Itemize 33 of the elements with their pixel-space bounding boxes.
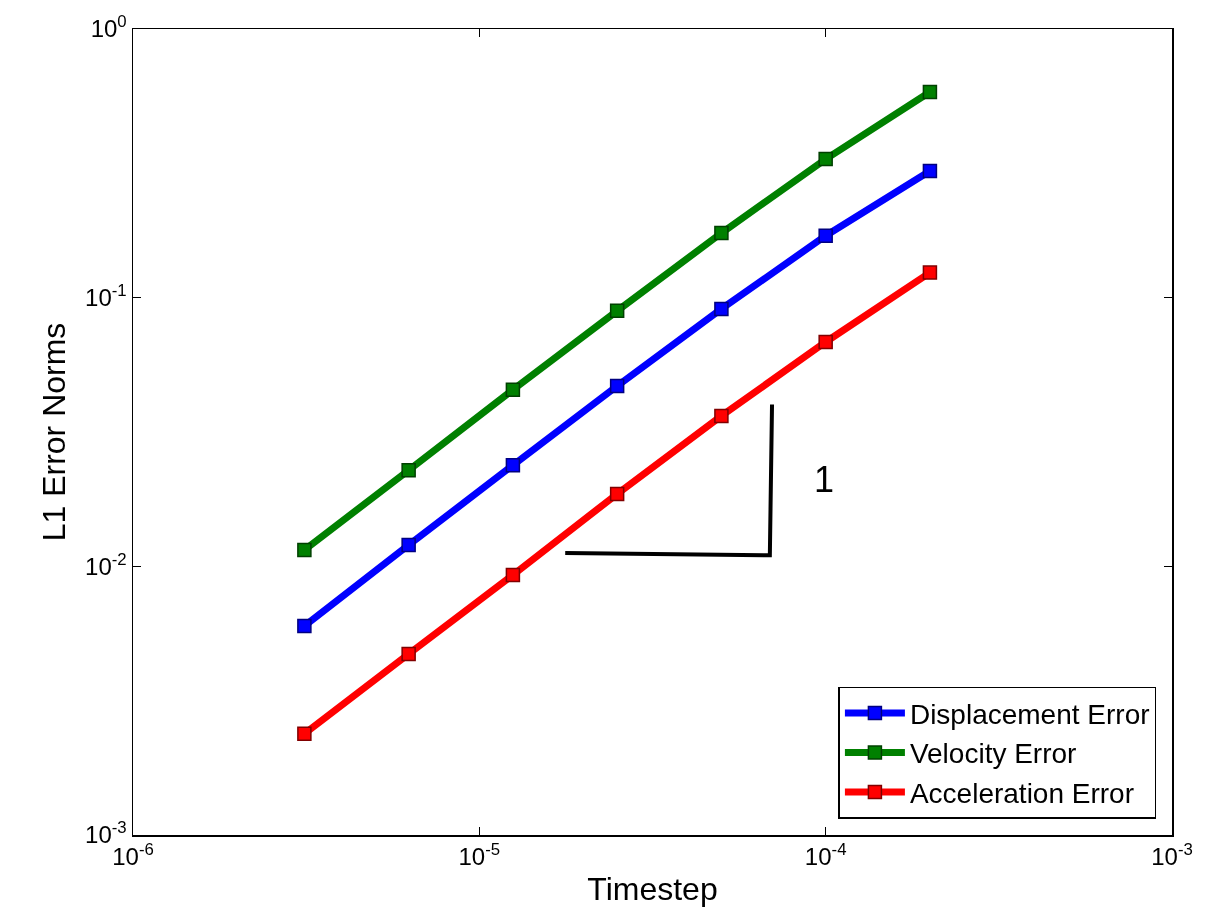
point bbox=[714, 301, 729, 317]
point bbox=[818, 151, 833, 167]
point bbox=[818, 228, 833, 243]
point bbox=[401, 646, 416, 662]
x-tick-label: 10$^{-4}$ bbox=[804, 840, 847, 871]
point bbox=[609, 303, 625, 319]
point bbox=[505, 457, 521, 473]
y-axis-title: L1 Error Norms bbox=[35, 322, 72, 542]
point bbox=[609, 486, 625, 502]
point bbox=[714, 408, 729, 424]
point bbox=[609, 378, 625, 394]
x-axis-title: Timestep bbox=[587, 870, 718, 907]
y-tick-label: 10$^{-2}$ bbox=[85, 549, 127, 580]
point bbox=[818, 334, 833, 350]
point bbox=[401, 462, 416, 478]
point bbox=[922, 84, 938, 100]
point bbox=[922, 265, 938, 280]
point bbox=[297, 726, 312, 742]
point bbox=[297, 542, 312, 558]
point bbox=[505, 567, 521, 583]
x-tick-label: 10$^{-3}$ bbox=[1151, 840, 1193, 871]
point bbox=[401, 537, 416, 553]
point bbox=[922, 163, 938, 179]
point bbox=[714, 225, 729, 241]
x-tick-label: 10$^{-5}$ bbox=[458, 840, 501, 871]
legend-label: Displacement Error bbox=[909, 699, 1150, 730]
point bbox=[297, 618, 312, 634]
y-tick-label: 10$^{0}$ bbox=[90, 12, 127, 43]
legend-label: Acceleration Error bbox=[909, 777, 1135, 809]
legend-label: Velocity Error bbox=[909, 738, 1077, 770]
y-tick-label: 10$^{-1}$ bbox=[85, 280, 127, 312]
point bbox=[505, 382, 521, 398]
annotation: 1 bbox=[814, 459, 835, 500]
